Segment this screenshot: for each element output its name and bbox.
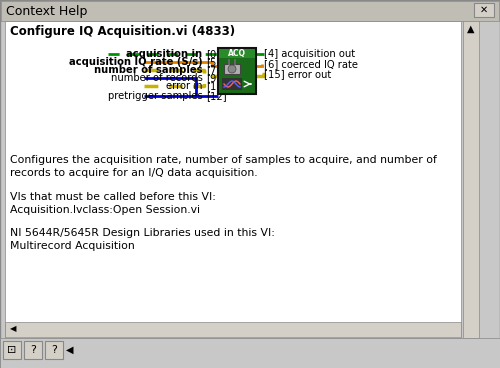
Text: ◀: ◀ (10, 325, 16, 333)
Text: Acquisition.lvclass:Open Session.vi: Acquisition.lvclass:Open Session.vi (10, 205, 200, 215)
Bar (474, 3, 494, 17)
Text: Configure IQ Acquisition.vi (4833): Configure IQ Acquisition.vi (4833) (10, 25, 235, 39)
Bar (45, 341, 63, 359)
Text: ⊡: ⊡ (8, 345, 16, 355)
Circle shape (228, 65, 236, 73)
Text: Configures the acquisition rate, number of samples to acquire, and number of: Configures the acquisition rate, number … (10, 155, 437, 165)
Bar (24, 341, 42, 359)
Text: pretrigger samples: pretrigger samples (108, 91, 206, 101)
Text: [5]: [5] (206, 57, 220, 67)
Text: [4] acquisition out: [4] acquisition out (264, 49, 355, 59)
Bar (3, 341, 21, 359)
Text: [15] error out: [15] error out (264, 69, 331, 79)
Text: Context Help: Context Help (6, 4, 87, 18)
Text: [9]: [9] (206, 73, 220, 83)
Text: [7]: [7] (206, 65, 220, 75)
Text: error in: error in (166, 81, 206, 91)
Text: ✕: ✕ (480, 5, 488, 15)
Text: [6] coerced IQ rate: [6] coerced IQ rate (264, 59, 358, 69)
Bar (224, 64, 240, 74)
Text: number of records: number of records (111, 73, 206, 83)
Text: ◀: ◀ (66, 345, 74, 355)
Bar (463, 21, 479, 338)
Text: ACQ: ACQ (228, 49, 246, 58)
Bar (1, 1, 499, 21)
Text: records to acquire for an I/Q data acquisition.: records to acquire for an I/Q data acqui… (10, 168, 258, 178)
Bar (5, 322, 461, 337)
Bar (0, 338, 500, 368)
Text: ?: ? (30, 345, 36, 355)
Text: ?: ? (51, 345, 57, 355)
Bar (5, 21, 461, 338)
Bar (222, 78, 242, 90)
Text: acquisition in: acquisition in (126, 49, 206, 59)
Text: Multirecord Acquisition: Multirecord Acquisition (10, 241, 135, 251)
Bar (218, 48, 256, 94)
Text: [0]: [0] (206, 49, 220, 59)
Text: ▲: ▲ (467, 24, 475, 34)
Text: NI 5644R/5645R Design Libraries used in this VI:: NI 5644R/5645R Design Libraries used in … (10, 228, 275, 238)
Text: [12]: [12] (206, 91, 227, 101)
Text: VIs that must be called before this VI:: VIs that must be called before this VI: (10, 192, 216, 202)
Text: number of samples: number of samples (94, 65, 206, 75)
Text: acquisition IQ rate (S/s): acquisition IQ rate (S/s) (69, 57, 206, 67)
Text: [11]: [11] (206, 81, 227, 91)
Bar (219, 49, 255, 58)
